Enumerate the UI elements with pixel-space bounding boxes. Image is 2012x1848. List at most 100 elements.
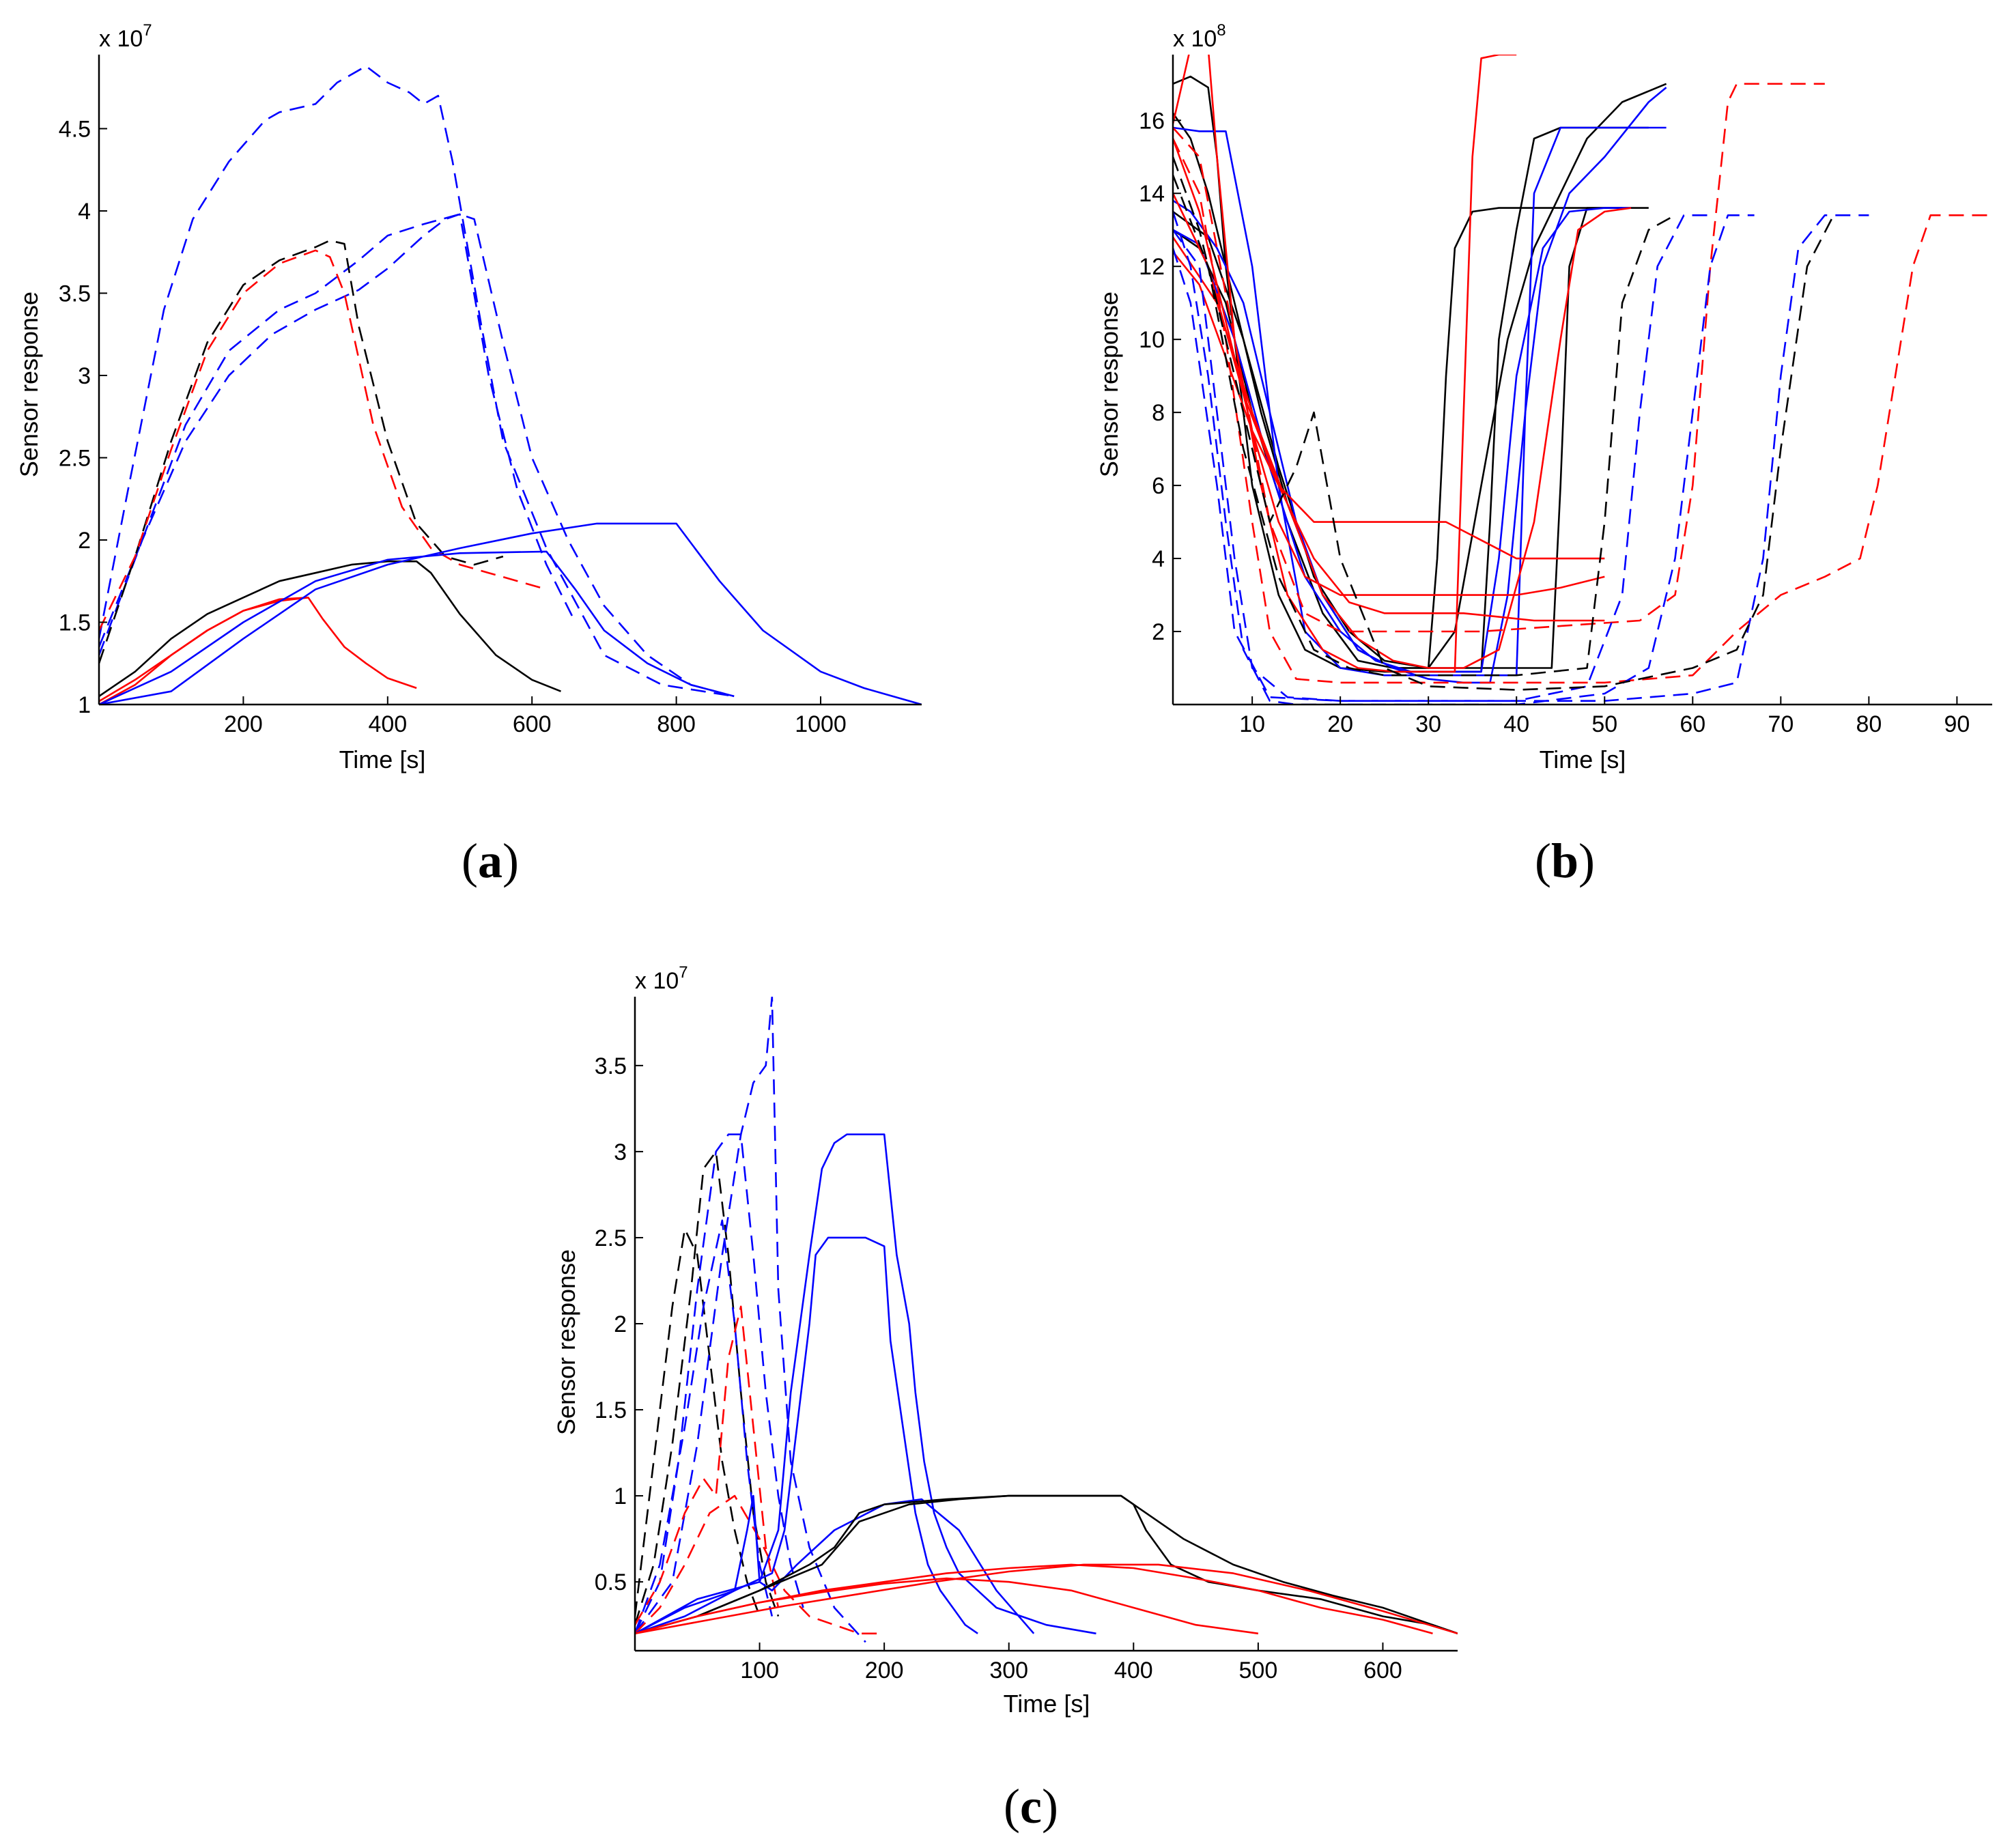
series-line-b-9 [1173, 138, 1605, 596]
y-multiplier-base-b: x 10 [1173, 26, 1217, 52]
y-multiplier-a: x 107 [99, 21, 152, 52]
series-line-c-3 [635, 997, 866, 1643]
series-line-c-2 [635, 1133, 804, 1634]
x-tick-label-a-2: 600 [513, 711, 552, 737]
series-line-b-11 [1173, 207, 1632, 669]
y-tick-label-a-3: 2.5 [59, 445, 91, 471]
y-tick-label-a-7: 4.5 [59, 116, 91, 142]
panel-label-letter-c: c [1020, 1779, 1042, 1834]
y-tick-label-a-0: 1 [78, 692, 91, 718]
x-tick-label-c-3: 400 [1114, 1658, 1153, 1683]
y-tick-label-b-5: 12 [1139, 254, 1165, 280]
y-tick-label-a-4: 3 [78, 363, 91, 389]
y-tick-label-b-7: 16 [1139, 108, 1165, 134]
y-multiplier-base-c: x 10 [635, 968, 679, 994]
y-tick-label-a-2: 2 [78, 528, 91, 554]
y-tick-label-c-4: 2.5 [595, 1225, 627, 1251]
x-tick-label-c-1: 200 [865, 1658, 904, 1683]
series-line-c-0 [635, 1228, 761, 1617]
series-line-a-1 [99, 213, 735, 698]
chart-panel-a: x 107 Time [s] Sensor response (a) 200 40… [15, 21, 922, 888]
series-line-a-9 [99, 522, 922, 705]
series-line-b-5 [1173, 87, 1667, 684]
x-tick-label-a-4: 1000 [795, 711, 847, 737]
panel-label-c: (c) [1004, 1779, 1058, 1834]
y-multiplier-b: x 108 [1173, 21, 1226, 52]
x-tick-label-c-0: 100 [740, 1658, 779, 1683]
series-group-a [99, 65, 922, 705]
y-axis-title-a: Sensor response [15, 292, 43, 477]
series-line-a-0 [99, 65, 735, 698]
x-tick-label-b-4: 50 [1591, 711, 1617, 737]
x-tick-label-b-8: 90 [1944, 711, 1970, 737]
x-tick-label-a-3: 800 [657, 711, 696, 737]
y-multiplier-exp-b: 8 [1217, 21, 1225, 40]
series-line-b-13 [1173, 138, 1992, 684]
series-line-b-14 [1173, 211, 1755, 705]
series-line-b-10 [1173, 193, 1605, 622]
y-multiplier-base-a: x 10 [99, 26, 143, 52]
panel-label-a: (a) [462, 834, 519, 888]
x-axis-title-a: Time [s] [339, 745, 426, 773]
y-multiplier-c: x 107 [635, 963, 688, 994]
x-tick-label-c-5: 600 [1363, 1658, 1402, 1683]
y-tick-label-c-2: 1.5 [595, 1397, 627, 1423]
x-tick-label-b-2: 30 [1415, 711, 1441, 737]
series-line-c-4 [635, 1219, 774, 1634]
y-tick-label-a-5: 3.5 [59, 281, 91, 307]
chart-panel-c: x 107 Time [s] Sensor response (c) 100 20… [552, 963, 1458, 1834]
y-tick-label-b-1: 4 [1152, 546, 1165, 572]
series-line-c-11 [635, 1494, 1458, 1635]
series-group-c [635, 997, 1458, 1643]
y-tick-label-a-6: 4 [78, 199, 91, 225]
panel-label-letter-b: b [1551, 834, 1578, 888]
y-tick-label-b-4: 10 [1139, 327, 1165, 353]
x-tick-label-b-5: 60 [1680, 711, 1705, 737]
x-tick-label-c-4: 500 [1239, 1658, 1278, 1683]
y-tick-label-c-0: 0.5 [595, 1569, 627, 1595]
panel-label-b: (b) [1535, 834, 1595, 888]
x-tick-label-b-6: 70 [1768, 711, 1794, 737]
y-tick-label-b-6: 14 [1139, 181, 1165, 207]
y-multiplier-exp-c: 7 [679, 963, 688, 982]
x-axis-title-c: Time [s] [1004, 1690, 1090, 1718]
y-tick-label-c-5: 3 [614, 1139, 627, 1165]
y-multiplier-exp-a: 7 [143, 21, 152, 40]
series-group-b [1173, 55, 1992, 705]
series-line-c-14 [635, 1563, 1458, 1635]
y-axis-title-c: Sensor response [552, 1249, 580, 1435]
series-line-a-4 [99, 249, 547, 631]
series-line-a-2 [99, 213, 576, 656]
series-line-a-8 [99, 550, 735, 705]
x-tick-label-b-7: 80 [1856, 711, 1882, 737]
y-tick-label-b-2: 6 [1152, 473, 1165, 499]
series-line-c-7 [635, 1236, 978, 1634]
x-tick-label-a-1: 400 [368, 711, 407, 737]
y-tick-label-b-0: 2 [1152, 619, 1165, 645]
y-axis-title-b: Sensor response [1095, 292, 1123, 477]
x-tick-label-a-0: 200 [224, 711, 263, 737]
series-line-b-18 [1173, 175, 1676, 677]
series-line-a-5 [99, 560, 561, 697]
x-tick-label-b-0: 10 [1239, 711, 1265, 737]
series-line-a-3 [99, 240, 504, 664]
series-line-c-13 [635, 1577, 1259, 1635]
y-tick-label-a-1: 1.5 [59, 610, 91, 636]
series-line-b-16 [1173, 214, 1711, 702]
chart-panel-b: x 108 Time [s] Sensor response (b) 10 20 3… [1095, 21, 1992, 888]
y-tick-label-c-3: 2 [614, 1311, 627, 1337]
panel-label-letter-a: a [478, 834, 502, 888]
y-tick-label-c-6: 3.5 [595, 1053, 627, 1079]
series-line-c-6 [635, 1494, 885, 1635]
series-line-c-8 [635, 1133, 1096, 1635]
x-tick-label-b-3: 40 [1503, 711, 1529, 737]
x-axis-title-b: Time [s] [1540, 745, 1626, 773]
y-tick-label-c-1: 1 [614, 1483, 627, 1509]
series-line-b-7 [1173, 55, 1517, 673]
y-tick-label-b-3: 8 [1152, 400, 1165, 426]
x-tick-label-b-1: 20 [1327, 711, 1353, 737]
x-tick-label-c-2: 300 [989, 1658, 1028, 1683]
series-line-b-12 [1173, 83, 1825, 633]
